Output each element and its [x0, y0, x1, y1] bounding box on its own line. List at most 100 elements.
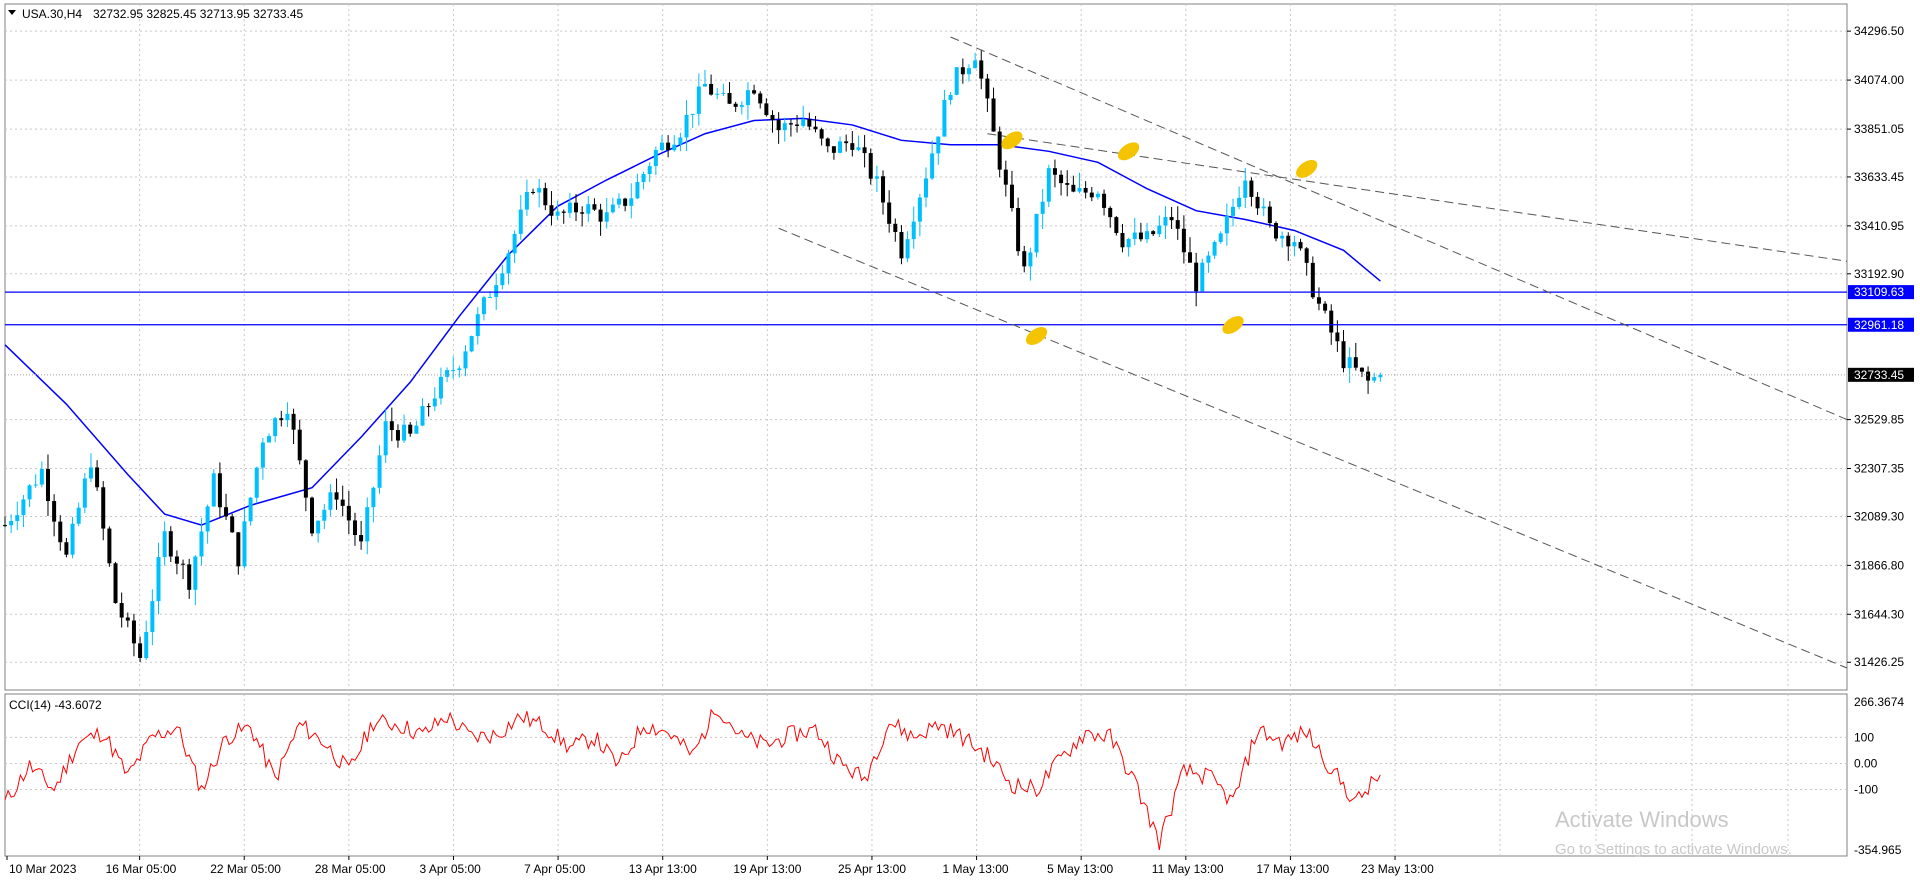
candle-body-70: [432, 398, 437, 407]
horizontal-level-value-1: 32961.18: [1854, 318, 1904, 332]
candle-body-0: [3, 525, 7, 527]
candle-body-185: [1138, 232, 1143, 240]
highlight-markers: [998, 128, 1321, 348]
candle-body-167: [1028, 252, 1033, 267]
candle-body-98: [604, 212, 609, 222]
candle-body-109: [672, 144, 677, 151]
candle-body-218: [1341, 341, 1346, 369]
candle-body-204: [1255, 196, 1260, 209]
candle-body-100: [617, 198, 621, 205]
cci-tick-label-3: -100: [1854, 783, 1878, 797]
time-tick-label-4: 3 Apr 05:00: [419, 862, 481, 876]
candle-body-147: [905, 239, 910, 259]
cci-pane[interactable]: 266.3674 100 0.00 -100 -354.965 CCI(14) -43.…: [4, 693, 1904, 857]
candle-body-169: [1040, 201, 1045, 214]
marker-high-1[interactable]: [998, 128, 1026, 153]
candle-body-213: [1310, 262, 1315, 298]
candle-body-39: [242, 521, 247, 567]
price-tick-label-11: 31426.25: [1854, 655, 1904, 669]
price-pane[interactable]: 33109.63 32961.18 32733.45 34296.50 34074.0…: [3, 3, 1914, 691]
candle-body-131: [807, 119, 812, 127]
candle-body-68: [420, 406, 425, 426]
candle-body-154: [948, 94, 953, 101]
candle-body-34: [211, 473, 216, 507]
candle-body-53: [328, 492, 333, 510]
price-tick-label-6: 32529.85: [1854, 413, 1904, 427]
candle-body-221: [1359, 367, 1364, 372]
moving-average-line: [4, 117, 1381, 526]
candle-body-142: [874, 176, 879, 179]
marker-high-3[interactable]: [1293, 156, 1321, 181]
candle-body-18: [113, 563, 118, 604]
candle-body-71: [438, 376, 443, 399]
cci-series-line: [4, 708, 1381, 850]
candle-body-137: [844, 141, 849, 144]
time-tick-label-8: 25 Apr 13:00: [838, 862, 906, 876]
marker-low-2[interactable]: [1219, 312, 1247, 337]
candle-body-161: [991, 98, 996, 132]
lower-channel-line[interactable]: [778, 227, 1848, 669]
candle-body-145: [893, 223, 898, 232]
candle-body-223: [1372, 377, 1377, 381]
candle-body-49: [303, 460, 308, 498]
candle-body-60: [371, 487, 376, 508]
candle-body-178: [1095, 193, 1100, 198]
candle-body-37: [230, 516, 235, 533]
candle-body-78: [481, 297, 486, 315]
candle-body-212: [1304, 248, 1309, 263]
candle-body-6: [39, 468, 44, 485]
candle-body-172: [1059, 174, 1064, 184]
candle-body-214: [1316, 297, 1321, 304]
candle-body-91: [561, 211, 566, 213]
candle-body-182: [1120, 233, 1125, 248]
chart-menu-triangle-icon[interactable]: [8, 10, 16, 15]
marker-high-2[interactable]: [1115, 139, 1143, 164]
candle-body-120: [739, 105, 744, 107]
candle-body-156: [960, 67, 965, 75]
watermark-title: Activate Windows: [1555, 807, 1729, 832]
candle-body-166: [1022, 251, 1027, 267]
candle-body-89: [549, 205, 554, 216]
candle-body-117: [721, 92, 726, 94]
candle-body-103: [635, 182, 640, 199]
price-axis[interactable]: 34296.50 34074.00 33851.05 33633.45 33410.95…: [1847, 24, 1904, 669]
candle-body-207: [1273, 223, 1278, 239]
candle-body-140: [862, 147, 867, 154]
candle-body-9: [58, 521, 63, 543]
candle-body-135: [831, 146, 836, 153]
candle-body-74: [457, 368, 462, 371]
marker-low-1[interactable]: [1023, 323, 1051, 348]
candle-body-175: [1077, 187, 1082, 192]
candle-body-123: [758, 93, 763, 104]
time-axis[interactable]: 10 Mar 2023 16 Mar 05:00 22 Mar 05:00 28 Ma…: [6, 856, 1434, 876]
candle-body-202: [1243, 180, 1248, 198]
current-price-value: 32733.45: [1854, 368, 1904, 382]
candle-body-177: [1089, 192, 1094, 198]
candle-body-186: [1145, 231, 1150, 240]
candle-body-196: [1206, 255, 1211, 263]
price-tick-label-2: 33851.05: [1854, 122, 1904, 136]
cci-axis[interactable]: 266.3674 100 0.00 -100 -354.965: [1854, 695, 1904, 857]
upper-channel-line[interactable]: [950, 36, 1848, 421]
candle-body-224: [1378, 374, 1383, 378]
candle-body-85: [524, 191, 529, 210]
candle-body-23: [144, 631, 149, 658]
candle-body-157: [966, 68, 971, 75]
candle-body-67: [414, 425, 419, 434]
candle-body-7: [45, 468, 50, 502]
candle-body-16: [101, 487, 106, 529]
candle-body-198: [1218, 233, 1223, 242]
horizontal-level-tag-0: [1848, 285, 1914, 300]
time-tick-label-9: 1 May 13:00: [943, 862, 1009, 876]
candle-body-155: [954, 67, 959, 95]
candle-body-4: [27, 485, 32, 500]
candle-body-96: [592, 204, 597, 210]
candle-body-87: [537, 188, 542, 193]
candle-body-174: [1071, 184, 1076, 192]
candle-body-119: [733, 103, 738, 107]
candle-body-41: [254, 467, 259, 498]
candle-body-106: [653, 149, 658, 167]
price-pane-frame: [4, 3, 1848, 691]
